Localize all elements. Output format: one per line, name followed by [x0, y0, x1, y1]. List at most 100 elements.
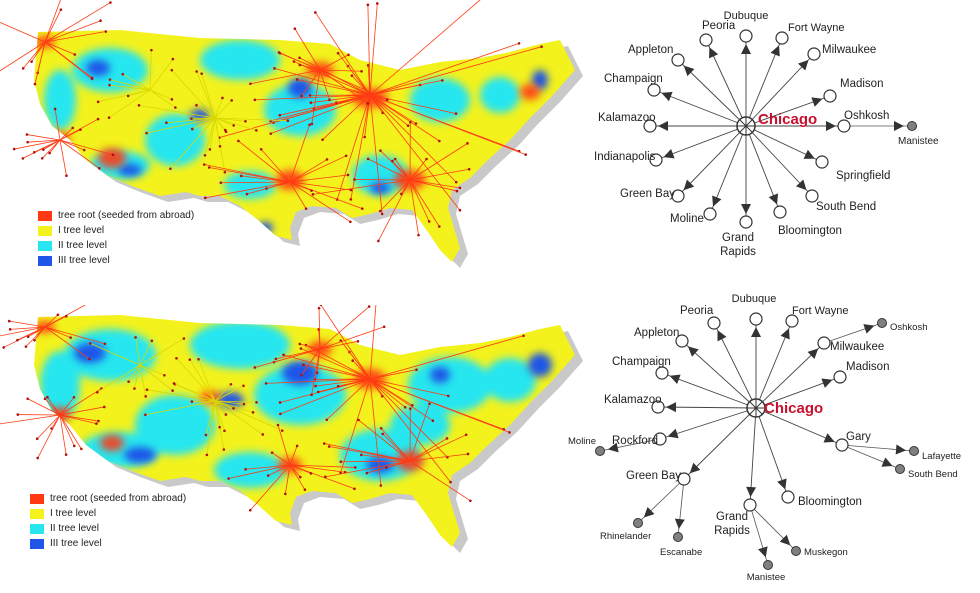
map-node [324, 476, 327, 479]
map-node [310, 472, 313, 475]
legend-label-level3: III tree level [50, 538, 102, 549]
arrow-oshkosh [826, 121, 836, 131]
legend-label-level1: I tree level [58, 225, 104, 236]
legend-swatch-level3 [30, 539, 44, 549]
legend-item-level1: I tree level [30, 506, 186, 521]
map-node [150, 49, 153, 52]
node-springfield [816, 156, 828, 168]
map-node [310, 101, 313, 104]
arrow-lafayette [896, 445, 906, 455]
map-node [394, 158, 397, 161]
label-champaign: Champaign [604, 73, 663, 85]
map-node [134, 336, 137, 339]
map-node [175, 357, 178, 360]
map-node [278, 51, 281, 54]
map-node [309, 94, 312, 97]
map-node [42, 148, 45, 151]
label-kalamazoo: Kalamazoo [598, 112, 656, 124]
node-dubuque [750, 313, 762, 325]
map-node [379, 149, 382, 152]
arrow-rockford [668, 429, 679, 439]
map-node [146, 388, 149, 391]
map-node [223, 448, 226, 451]
node-bloomington [782, 491, 794, 503]
label-kalamazoo: Kalamazoo [604, 394, 662, 406]
node-bloomington [774, 206, 786, 218]
legend-label-level2: II tree level [50, 523, 99, 534]
map-node [380, 484, 383, 487]
map-node [169, 167, 172, 170]
map-node [190, 117, 193, 120]
map-node [428, 220, 431, 223]
map-node [368, 305, 371, 308]
map-node [26, 141, 29, 144]
label-rhinelander: Rhinelander [600, 531, 651, 542]
map-node [163, 374, 166, 377]
arrow-escanabe [675, 519, 685, 529]
map-node [26, 133, 29, 136]
map-node [230, 99, 233, 102]
map-node [224, 129, 227, 132]
map-node [57, 313, 60, 316]
map-node [377, 240, 380, 243]
label-green-bay: Green Bay [626, 470, 681, 482]
map-node [323, 442, 326, 445]
map-node [171, 69, 174, 72]
node-appleton [672, 54, 684, 66]
map-node [314, 11, 317, 14]
map-node [220, 181, 223, 184]
map-node [249, 82, 252, 85]
hub-label: Chicago [758, 111, 817, 128]
map-node [300, 374, 303, 377]
map-node [275, 358, 278, 361]
map-node [366, 102, 369, 105]
map-node [379, 210, 382, 213]
label-grand-rapids: Rapids [714, 525, 750, 537]
map-node [267, 474, 270, 477]
node-champaign [648, 84, 660, 96]
label-bloomington: Bloomington [778, 225, 842, 237]
legend-label-root: tree root (seeded from abroad) [58, 210, 194, 221]
arrow-kalamazoo [666, 402, 676, 412]
map-node [363, 136, 366, 139]
map-node [209, 148, 212, 151]
top-legend: tree root (seeded from abroad) I tree le… [38, 208, 194, 268]
map-node [447, 395, 450, 398]
map-node [249, 509, 252, 512]
map-node [97, 420, 100, 423]
node-muskegon [792, 547, 801, 556]
label-peoria: Peoria [680, 305, 714, 317]
map-node [151, 340, 154, 343]
label-fort-wayne: Fort Wayne [788, 22, 844, 34]
map-node [138, 104, 141, 107]
map-link [354, 179, 410, 180]
map-node [381, 213, 384, 216]
map-node [305, 207, 308, 210]
map-node [26, 397, 29, 400]
map-node [326, 158, 329, 161]
map-node [518, 42, 521, 45]
map-node [328, 445, 331, 448]
map-node [261, 433, 264, 436]
map-node [469, 500, 472, 503]
map-node [265, 382, 268, 385]
legend-swatch-level2 [30, 524, 44, 534]
map-node [314, 385, 317, 388]
legend-label-level2: II tree level [58, 240, 107, 251]
map-node [73, 445, 76, 448]
arrow-manistee [758, 546, 768, 557]
node-south-bend [896, 465, 905, 474]
map-node [195, 70, 198, 73]
map-node [279, 413, 282, 416]
map-node [299, 476, 302, 479]
map-node [13, 148, 16, 151]
map-link [60, 140, 66, 176]
map-node [197, 358, 200, 361]
arrow-dubuque [741, 44, 751, 54]
map-node [417, 234, 420, 237]
map-node [404, 406, 407, 409]
map-link [0, 415, 60, 425]
map-node [349, 221, 352, 224]
map-node [219, 145, 222, 148]
map-node [203, 163, 206, 166]
